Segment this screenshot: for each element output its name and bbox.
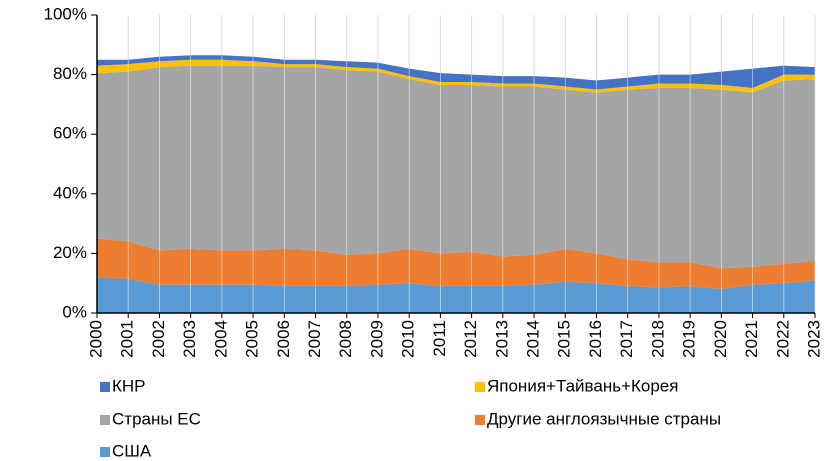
x-tick-label: 2002	[149, 320, 168, 358]
x-tick-label: 2014	[524, 320, 543, 358]
x-tick-label: 2004	[211, 320, 230, 358]
y-tick-label: 40%	[53, 183, 87, 202]
x-tick-label: 2005	[243, 320, 262, 358]
x-tick-label: 2015	[555, 320, 574, 358]
x-tick-label: 2013	[492, 320, 511, 358]
x-tick-label: 2000	[86, 320, 105, 358]
legend-label: Другие англоязычные страны	[487, 409, 721, 428]
x-tick-label: 2006	[274, 320, 293, 358]
legend-label: Страны ЕС	[112, 409, 201, 428]
x-tick-label: 2022	[773, 320, 792, 358]
y-tick-label: 20%	[53, 243, 87, 262]
y-tick-label: 0%	[62, 302, 87, 321]
legend-swatch	[100, 447, 110, 457]
x-tick-label: 2016	[586, 320, 605, 358]
x-tick-label: 2020	[711, 320, 730, 358]
x-tick-label: 2017	[617, 320, 636, 358]
x-tick-label: 2023	[804, 320, 823, 358]
legend-swatch	[100, 415, 110, 425]
legend-label: США	[112, 441, 152, 460]
x-tick-label: 2007	[305, 320, 324, 358]
area	[97, 59, 815, 93]
y-tick-label: 80%	[53, 64, 87, 83]
legend-swatch	[475, 382, 485, 392]
legend-swatch	[100, 382, 110, 392]
y-tick-label: 60%	[53, 124, 87, 143]
x-tick-label: 2021	[742, 320, 761, 358]
y-tick-label: 100%	[44, 4, 87, 23]
x-tick-label: 2009	[367, 320, 386, 358]
x-tick-label: 2008	[336, 320, 355, 358]
x-tick-label: 2018	[648, 320, 667, 358]
legend-label: КНР	[112, 376, 146, 395]
legend-label: Япония+Тайвань+Корея	[487, 376, 678, 395]
x-tick-label: 2010	[399, 320, 418, 358]
x-tick-label: 2012	[461, 320, 480, 358]
x-tick-label: 2003	[180, 320, 199, 358]
legend-swatch	[475, 415, 485, 425]
x-tick-label: 2001	[118, 320, 137, 358]
area	[97, 55, 815, 90]
area	[97, 277, 815, 313]
area	[97, 65, 815, 269]
area	[97, 238, 815, 290]
x-tick-label: 2011	[430, 320, 449, 357]
x-tick-label: 2019	[680, 320, 699, 358]
